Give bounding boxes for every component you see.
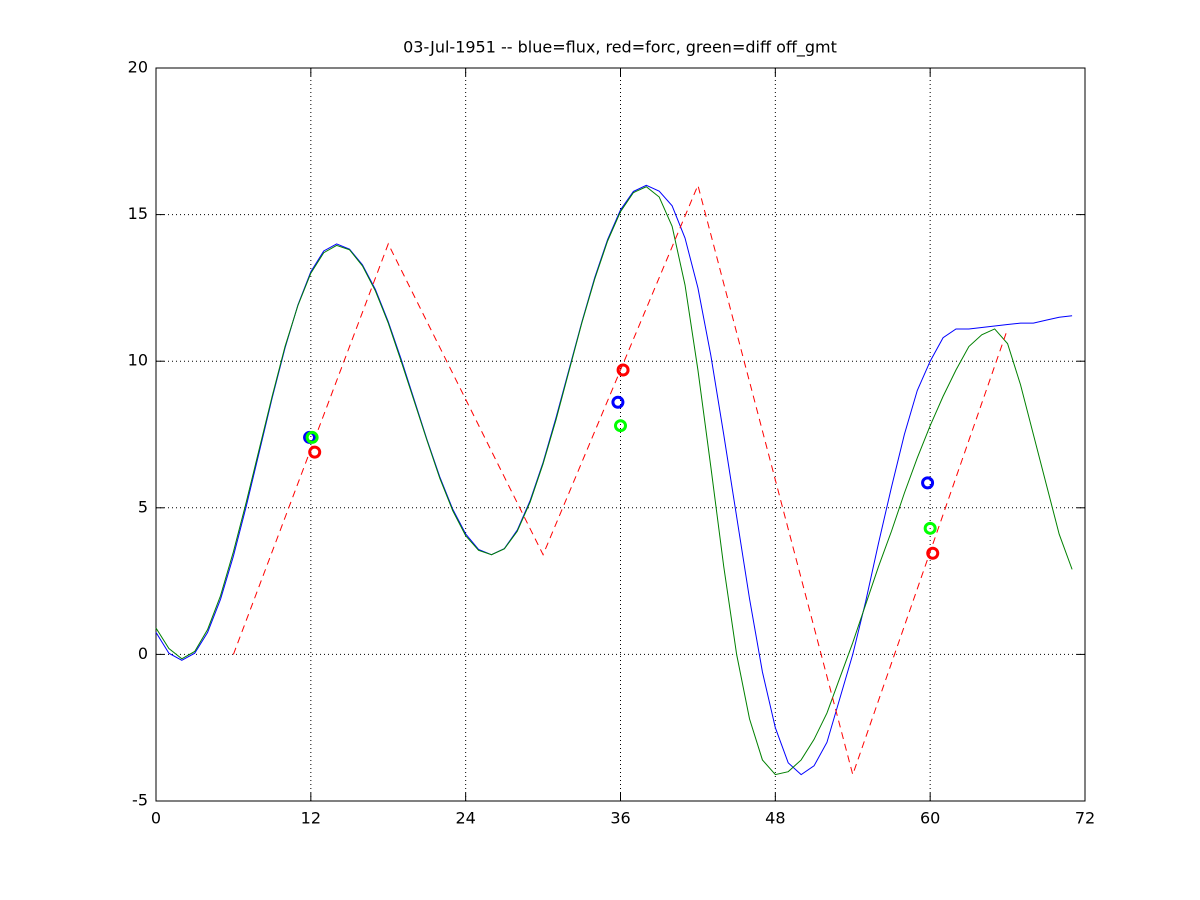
marker xyxy=(616,363,630,377)
marker xyxy=(305,430,319,444)
x-tick-label: 36 xyxy=(610,809,630,828)
marker xyxy=(611,395,625,409)
marker xyxy=(926,546,940,560)
marker xyxy=(308,445,322,459)
marker xyxy=(923,521,937,535)
x-tick-label: 72 xyxy=(1075,809,1095,828)
y-tick-label: 15 xyxy=(128,204,148,223)
x-tick-label: 12 xyxy=(301,809,321,828)
x-tick-label: 60 xyxy=(920,809,940,828)
y-tick-label: 5 xyxy=(138,497,148,516)
chart-title: 03-Jul-1951 -- blue=flux, red=forc, gree… xyxy=(403,38,837,58)
x-tick-label: 48 xyxy=(765,809,785,828)
y-tick-label: 10 xyxy=(128,351,148,370)
y-tick-label: 0 xyxy=(138,644,148,663)
marker xyxy=(921,476,935,490)
x-tick-label: 24 xyxy=(455,809,475,828)
marker xyxy=(614,419,627,433)
y-tick-label: 20 xyxy=(128,58,148,77)
y-tick-label: -5 xyxy=(132,791,148,810)
series-line xyxy=(232,183,1009,777)
series-line xyxy=(155,186,1073,776)
plot-frame xyxy=(155,67,1086,802)
x-tick-label: 0 xyxy=(151,809,161,828)
